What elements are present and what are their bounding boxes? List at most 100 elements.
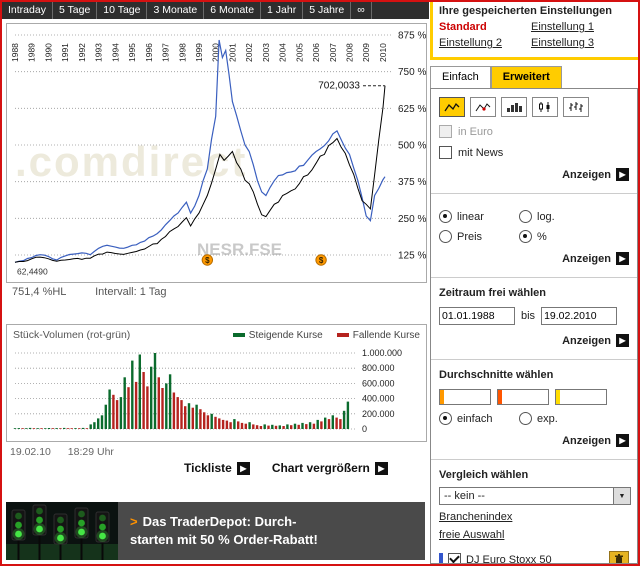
volume-bar <box>165 383 168 429</box>
delete-comparison-button[interactable] <box>609 551 629 563</box>
log-label: log. <box>537 210 555 223</box>
interval-label: Intervall: 1 Tag <box>95 286 167 298</box>
saved-setting-link-2[interactable]: Einstellung 2 <box>439 37 502 49</box>
dollar-glyph: $ <box>205 256 210 265</box>
linear-radio[interactable] <box>439 210 452 223</box>
volume-bar <box>184 406 187 429</box>
period-tab-5-tage[interactable]: 5 Tage <box>53 2 98 19</box>
average-input-3[interactable] <box>560 391 606 403</box>
period-tab-bar: Intraday 5 Tage 10 Tage 3 Monate 6 Monate 1 J… <box>2 2 429 19</box>
settings-panel: in Euro mit News Anzeigen ▶ linear log. … <box>430 88 638 564</box>
volume-bar <box>17 428 20 429</box>
chart-type-bar-button[interactable] <box>501 97 527 117</box>
saved-setting-standard[interactable]: Standard <box>439 21 487 33</box>
ad-arrow-icon: > <box>130 514 138 529</box>
date-from-input[interactable] <box>439 307 515 325</box>
volume-bar <box>63 427 66 429</box>
volume-bar <box>331 415 334 429</box>
volume-bar <box>123 377 126 429</box>
tab-erweitert[interactable]: Erweitert <box>490 66 562 89</box>
volume-bar <box>225 420 229 429</box>
freie-auswahl-link[interactable]: freie Auswahl <box>439 529 505 541</box>
year-label: 1998 <box>177 43 187 62</box>
anzeigen-button-3[interactable]: Anzeigen ▶ <box>439 334 629 347</box>
saved-setting-link-3[interactable]: Einstellung 3 <box>531 37 594 49</box>
year-label: 2007 <box>328 43 338 62</box>
chart-vergroessern-button[interactable]: Chart vergrößern ▶ <box>272 461 388 475</box>
ad-banner[interactable]: > Das TraderDepot: Durch- starten mit 50 … <box>6 502 425 560</box>
volume-bar <box>187 403 191 429</box>
average-color-1 <box>440 390 444 404</box>
legend-rising: Steigende Kurse <box>232 330 323 341</box>
volume-bar <box>255 425 259 429</box>
chart-type-ohlc-button[interactable] <box>563 97 589 117</box>
volume-bar <box>108 389 111 429</box>
chart-type-mountain-button[interactable] <box>470 97 496 117</box>
comparison-color-marker <box>439 552 443 563</box>
percent-radio[interactable] <box>519 230 532 243</box>
y-axis-tick: 500 % <box>398 141 426 152</box>
volume-bar <box>346 401 350 429</box>
einfach-radio[interactable] <box>439 412 452 425</box>
timeframe-label: Zeitraum frei wählen <box>439 287 546 299</box>
anzeigen-button-2[interactable]: Anzeigen ▶ <box>439 252 629 265</box>
volume-bar <box>146 386 149 429</box>
volume-bar <box>150 366 153 429</box>
volume-bar <box>180 400 183 429</box>
einfach-label: einfach <box>457 412 493 425</box>
period-tab-intraday[interactable]: Intraday <box>2 2 53 19</box>
tab-einfach[interactable]: Einfach <box>430 66 491 89</box>
exp-radio[interactable] <box>519 412 532 425</box>
period-tab-5-jahre[interactable]: 5 Jahre <box>303 2 352 19</box>
volume-bar <box>199 409 202 429</box>
period-tab-1-jahr[interactable]: 1 Jahr <box>261 2 304 19</box>
anzeigen-label: Anzeigen <box>562 334 611 347</box>
chart-type-line-button[interactable] <box>439 97 465 117</box>
average-color-2 <box>498 390 502 404</box>
year-label: 1990 <box>43 43 53 62</box>
y-axis-tick: 875 % <box>398 31 426 42</box>
dj-euro-stoxx-label: DJ Euro Stoxx 50 <box>466 553 552 564</box>
anzeigen-button-1[interactable]: Anzeigen ▶ <box>439 168 629 181</box>
average-input-1[interactable] <box>444 391 490 403</box>
tickliste-button[interactable]: Tickliste ▶ <box>184 461 250 475</box>
log-radio[interactable] <box>519 210 532 223</box>
volume-bar <box>229 422 232 429</box>
dividend-marker-icon <box>315 254 327 266</box>
period-tab-∞[interactable]: ∞ <box>351 2 372 19</box>
chart-vergroessern-label: Chart vergrößern <box>271 461 370 475</box>
chart-type-candlestick-button[interactable] <box>532 97 558 117</box>
year-label: 1991 <box>60 43 70 62</box>
volume-chart: 0 200.000 400.000 600.000 800.000 1.000.000 <box>13 348 402 434</box>
mit-news-checkbox[interactable] <box>439 146 452 159</box>
falling-color-icon <box>336 333 349 337</box>
preis-radio[interactable] <box>439 230 452 243</box>
line-chart-icon <box>444 102 460 112</box>
average-input-2[interactable] <box>502 391 548 403</box>
period-tab-3-monate[interactable]: 3 Monate <box>147 2 205 19</box>
volume-bar <box>47 428 51 429</box>
volume-bar <box>85 428 89 429</box>
saved-setting-link-1[interactable]: Einstellung 1 <box>531 21 594 33</box>
tickliste-label: Tickliste <box>184 461 232 475</box>
in-euro-checkbox[interactable] <box>439 125 452 138</box>
symbol-watermark: NESR.FSE <box>197 240 282 259</box>
period-tab-6-monate[interactable]: 6 Monate <box>204 2 262 19</box>
anzeigen-button-4[interactable]: Anzeigen ▶ <box>439 434 629 447</box>
branchenindex-link[interactable]: Branchenindex <box>439 511 513 523</box>
dollar-glyph: $ <box>319 256 324 265</box>
volume-bar <box>320 421 323 429</box>
year-label: 2010 <box>378 43 388 62</box>
chevron-down-icon: ▼ <box>613 488 630 504</box>
rising-color-icon <box>232 333 245 337</box>
dj-euro-stoxx-checkbox[interactable] <box>448 553 461 563</box>
year-label: 1989 <box>27 43 37 62</box>
period-tab-10-tage[interactable]: 10 Tage <box>97 2 148 19</box>
date-to-input[interactable] <box>541 307 618 325</box>
volume-bar <box>335 417 338 429</box>
compare-select[interactable]: -- kein -- ▼ <box>439 487 631 505</box>
volume-bar <box>339 419 342 429</box>
anzeigen-arrow-icon: ▶ <box>616 434 629 447</box>
compare-select-value: -- kein -- <box>444 490 485 502</box>
year-axis-labels: 1988 1989 1990 1991 1992 1993 1994 1995 1996 1997… <box>10 43 388 62</box>
